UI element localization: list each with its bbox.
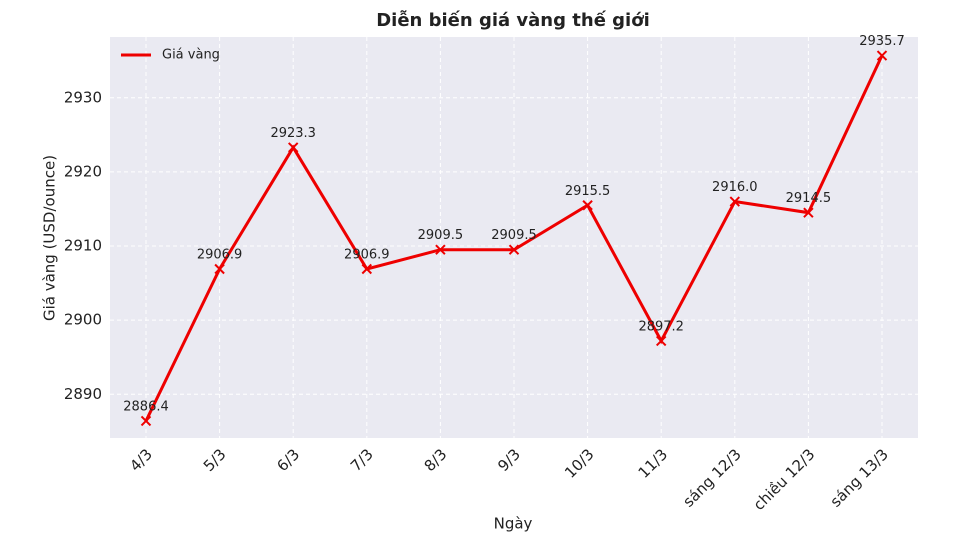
data-label: 2923.3 (270, 126, 316, 141)
data-label: 2935.7 (859, 34, 905, 49)
data-label: 2909.5 (491, 228, 537, 243)
legend-label: Giá vàng (162, 48, 220, 63)
x-tick-label: 6/3 (273, 445, 303, 475)
y-tick-label: 2930 (64, 88, 102, 106)
x-tick-label: chiều 12/3 (750, 445, 819, 514)
data-label: 2897.2 (638, 319, 684, 334)
x-tick-label: 5/3 (200, 445, 230, 475)
marker (140, 415, 152, 427)
marker (361, 263, 373, 275)
x-axis-label: Ngày (494, 515, 533, 533)
marker (508, 244, 520, 255)
y-tick-label: 2890 (64, 385, 102, 403)
y-tick-label: 2910 (64, 237, 102, 255)
data-label: 2914.5 (786, 191, 832, 206)
data-label: 2916.0 (712, 180, 758, 195)
marker (803, 207, 814, 218)
x-tick-label: 10/3 (561, 445, 598, 482)
x-tick-label: sáng 13/3 (827, 445, 892, 510)
marker (214, 263, 225, 275)
y-axis-label: Giá vàng (USD/ounce) (41, 155, 59, 321)
x-tick-label: 11/3 (635, 445, 672, 482)
x-tick-label: 7/3 (347, 445, 377, 475)
x-tick-label: 9/3 (494, 445, 524, 475)
y-tick-label: 2920 (64, 162, 102, 180)
x-tick-label: sáng 12/3 (679, 445, 744, 510)
marker (729, 196, 741, 207)
marker (435, 244, 446, 255)
y-tick-label: 2900 (64, 311, 102, 329)
data-label: 2909.5 (418, 228, 464, 243)
data-label: 2906.9 (197, 248, 243, 263)
marker (876, 50, 888, 61)
chart-title: Diễn biến giá vàng thế giới (376, 9, 650, 31)
data-label: 2886.4 (123, 399, 169, 414)
marker (582, 200, 593, 211)
marker (287, 142, 299, 153)
data-label: 2915.5 (565, 184, 611, 199)
data-label: 2906.9 (344, 248, 390, 263)
marker (655, 335, 667, 347)
x-tick-label: 8/3 (421, 445, 451, 475)
x-tick-label: 4/3 (126, 445, 156, 475)
